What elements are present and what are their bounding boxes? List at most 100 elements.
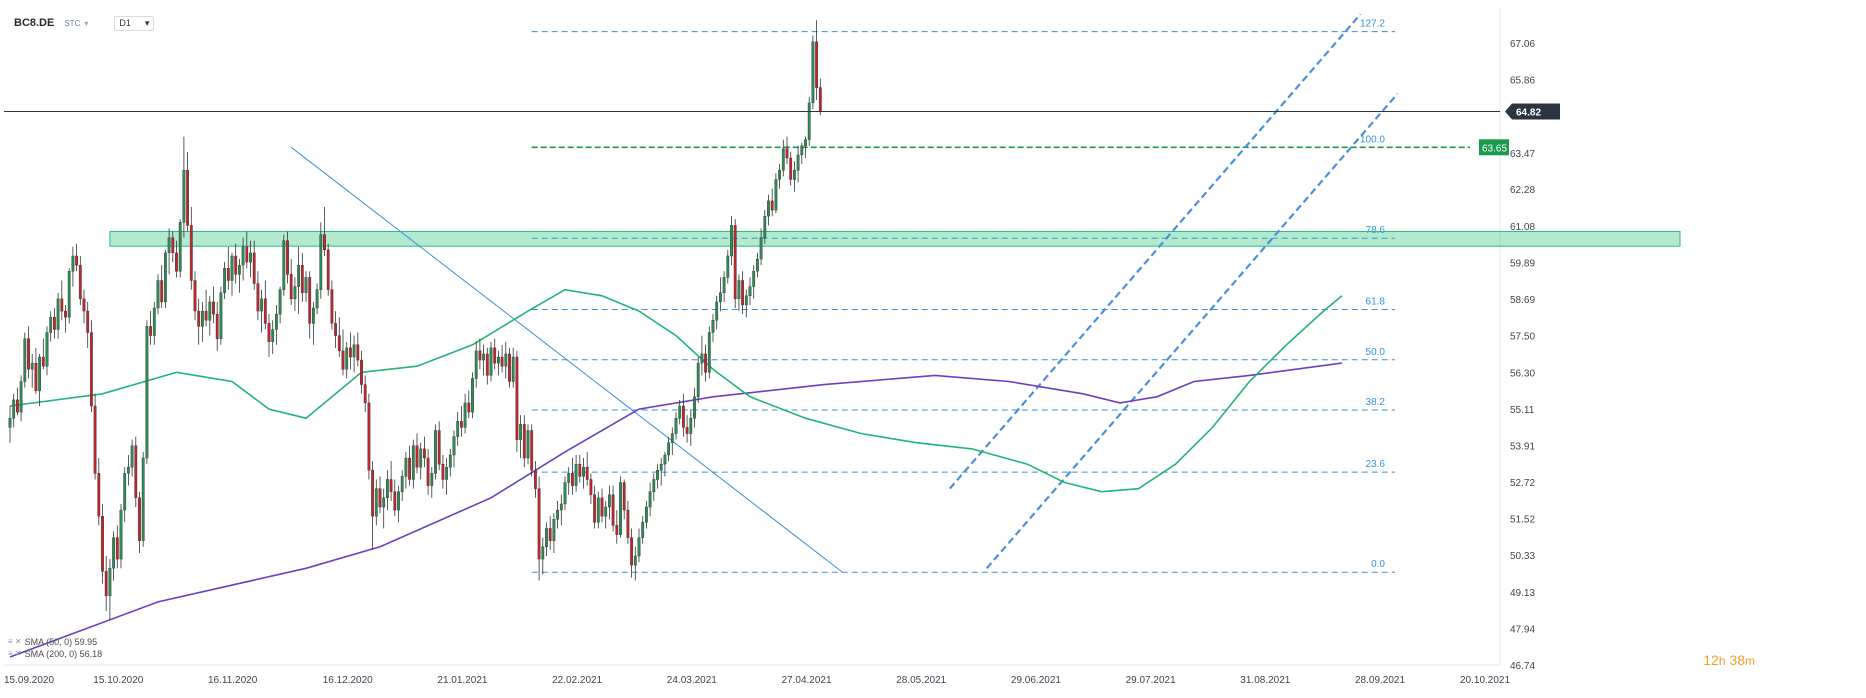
candle <box>252 252 256 284</box>
candle <box>275 313 278 330</box>
candle <box>737 280 741 300</box>
candle <box>204 310 208 321</box>
candle <box>652 479 656 492</box>
candle <box>526 430 530 459</box>
candle <box>793 170 796 180</box>
menu-close-icons[interactable]: ≡ ✕ <box>8 649 22 658</box>
candle <box>611 494 615 526</box>
candle <box>448 454 452 468</box>
candle <box>371 470 374 517</box>
candle <box>626 509 630 538</box>
candle <box>56 298 60 330</box>
candle <box>360 359 363 385</box>
candle <box>704 353 708 373</box>
menu-close-icons[interactable]: ≡ ✕ <box>8 637 22 646</box>
fib-label: 38.2 <box>1366 397 1386 408</box>
candle <box>641 522 645 538</box>
candle <box>219 292 223 339</box>
candle <box>175 252 178 272</box>
candle <box>582 467 585 477</box>
chart-header: BC8.DE STC ▾ D1 ▾ <box>14 14 155 32</box>
fib-label: 100.0 <box>1360 134 1385 145</box>
sma200-line <box>9 362 1343 658</box>
candle <box>293 286 297 300</box>
candle <box>378 488 382 508</box>
candle <box>548 528 552 541</box>
candle <box>530 430 534 471</box>
x-tick-label: 20.10.2021 <box>1460 675 1510 686</box>
candle <box>719 292 722 303</box>
candle <box>145 326 149 459</box>
candle <box>500 356 504 367</box>
candle <box>682 405 685 428</box>
chevron-down-icon[interactable]: ▾ <box>84 18 89 28</box>
candle <box>75 255 79 266</box>
candle <box>389 479 393 492</box>
candle <box>152 307 156 336</box>
candle <box>656 470 659 480</box>
candle <box>67 271 71 318</box>
candle <box>101 516 104 572</box>
candle <box>522 424 526 459</box>
symbol-label[interactable]: BC8.DE <box>14 17 55 29</box>
channel-lower-line[interactable] <box>985 93 1399 569</box>
x-tick-label: 16.12.2020 <box>323 675 373 686</box>
candle <box>334 323 337 336</box>
candle <box>89 332 93 407</box>
source-label[interactable]: STC <box>64 18 81 28</box>
candle <box>767 200 770 217</box>
candle <box>241 246 245 266</box>
candle <box>312 307 315 324</box>
candle <box>463 402 467 428</box>
candle <box>282 240 286 290</box>
candle <box>123 473 127 511</box>
candle <box>400 476 404 492</box>
resistance-zone[interactable] <box>109 230 1681 247</box>
candle <box>678 405 682 419</box>
candle <box>785 148 789 159</box>
candle <box>696 362 700 398</box>
candle <box>289 274 293 300</box>
y-tick-label: 47.94 <box>1510 624 1535 635</box>
candle <box>149 326 152 336</box>
candle <box>504 353 508 367</box>
candle <box>93 405 97 474</box>
candle <box>45 332 49 367</box>
x-tick-label: 31.08.2021 <box>1240 675 1290 686</box>
fib-label: 23.6 <box>1366 459 1386 470</box>
x-tick-label: 16.11.2020 <box>208 675 258 686</box>
candle <box>64 310 67 318</box>
y-tick-label: 46.74 <box>1510 661 1535 672</box>
candle <box>271 329 275 342</box>
y-tick-label: 53.91 <box>1510 441 1535 452</box>
fib-label: 127.2 <box>1360 19 1385 30</box>
candle <box>545 528 548 548</box>
candle <box>86 310 90 333</box>
y-tick-label: 50.33 <box>1510 551 1535 562</box>
candle <box>733 225 737 300</box>
candle <box>707 332 711 373</box>
candle <box>596 497 600 523</box>
candle <box>478 350 482 361</box>
candle <box>800 145 804 156</box>
candle <box>30 362 34 370</box>
fib-label: 50.0 <box>1366 347 1386 358</box>
candle <box>637 537 641 557</box>
level-price-tag <box>1479 139 1509 156</box>
candle <box>633 555 637 566</box>
candle <box>630 537 634 566</box>
candle <box>437 430 441 465</box>
candle <box>567 473 571 483</box>
channel-upper-line[interactable] <box>948 13 1362 490</box>
candle <box>345 347 349 370</box>
candle <box>138 497 141 541</box>
candle <box>297 264 300 287</box>
candle <box>178 222 182 272</box>
x-tick-label: 28.05.2021 <box>896 675 946 686</box>
candle <box>256 283 260 312</box>
candle <box>386 479 389 499</box>
timeframe-select[interactable]: D1 ▾ <box>114 15 155 31</box>
downtrend-line[interactable] <box>290 146 843 573</box>
candle <box>441 463 445 480</box>
